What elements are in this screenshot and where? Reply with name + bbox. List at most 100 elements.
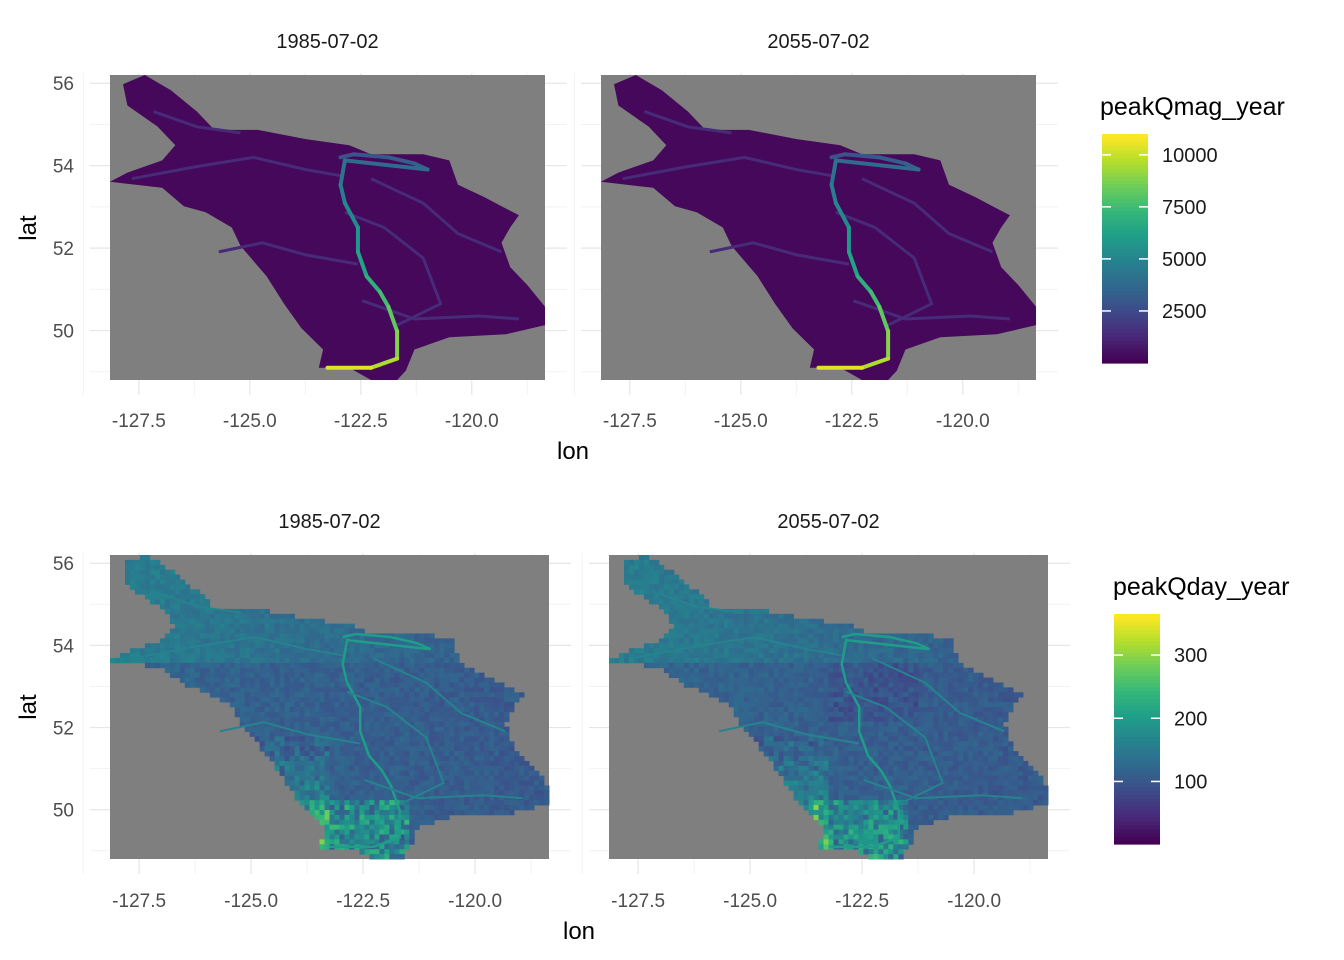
raster-cell <box>893 746 899 752</box>
raster-cell <box>718 692 725 698</box>
raster-cell <box>419 687 425 693</box>
raster-cell <box>968 805 974 811</box>
raster-cell <box>319 711 325 718</box>
raster-cell <box>149 657 156 664</box>
raster-cell <box>798 736 804 742</box>
raster-cell <box>284 756 290 762</box>
raster-cell <box>673 672 680 678</box>
raster-cell <box>858 667 864 674</box>
raster-cell <box>339 677 345 683</box>
raster-cell <box>479 697 485 703</box>
raster-cell <box>514 760 520 767</box>
raster-cell <box>494 702 500 708</box>
raster-cell <box>898 677 904 683</box>
raster-cell <box>224 613 231 620</box>
raster-cell <box>259 613 266 620</box>
raster-cell <box>399 692 405 698</box>
raster-cell <box>369 770 375 777</box>
raster-cell <box>244 618 251 625</box>
raster-cell <box>1023 775 1029 781</box>
raster-cell <box>688 667 695 674</box>
raster-cell <box>314 623 320 629</box>
raster-cell <box>149 559 156 566</box>
raster-cell <box>808 657 814 664</box>
raster-cell <box>124 569 131 576</box>
raster-cell <box>828 687 834 693</box>
raster-cell <box>319 643 325 649</box>
raster-cell <box>928 711 934 718</box>
raster-cell <box>364 638 370 644</box>
raster-cell <box>768 702 775 708</box>
raster-cell <box>803 760 809 767</box>
raster-cell <box>439 702 445 708</box>
raster-cell <box>154 574 161 580</box>
raster-cell <box>384 834 390 840</box>
raster-cell <box>698 623 705 629</box>
raster-cell <box>209 613 216 620</box>
raster-cell <box>384 819 390 826</box>
raster-cell <box>813 765 819 772</box>
raster-cell <box>938 809 944 816</box>
raster-cell <box>304 756 310 762</box>
raster-cell <box>259 707 266 713</box>
raster-cell <box>289 672 295 678</box>
raster-cell <box>169 667 176 674</box>
raster-cell <box>324 687 330 693</box>
raster-cell <box>988 741 994 747</box>
raster-cell <box>194 657 201 664</box>
raster-cell <box>858 741 864 747</box>
raster-cell <box>264 628 271 634</box>
raster-cell <box>224 657 231 664</box>
raster-cell <box>733 628 740 634</box>
raster-cell <box>369 854 375 860</box>
raster-cell <box>923 653 929 659</box>
raster-cell <box>688 604 695 610</box>
raster-cell <box>793 721 799 728</box>
raster-cell <box>848 707 854 713</box>
raster-cell <box>404 790 410 796</box>
raster-cell <box>409 770 415 777</box>
raster-cell <box>219 672 226 678</box>
raster-cell <box>179 638 186 644</box>
raster-cell <box>359 751 365 757</box>
raster-cell <box>993 736 999 742</box>
raster-cell <box>788 623 794 629</box>
raster-cell <box>379 765 385 772</box>
raster-cell <box>978 697 984 703</box>
raster-cell <box>813 795 819 801</box>
raster-cell <box>249 687 256 693</box>
raster-cell <box>873 662 879 669</box>
raster-cell <box>948 716 954 723</box>
raster-cell <box>698 657 705 664</box>
raster-cell <box>239 672 246 678</box>
raster-cell <box>414 731 420 737</box>
raster-cell <box>464 780 470 786</box>
raster-cell <box>419 805 425 811</box>
raster-cell <box>868 697 874 703</box>
raster-cell <box>174 638 181 644</box>
raster-cell <box>853 790 859 796</box>
raster-cell <box>234 613 241 620</box>
raster-cell <box>868 687 874 693</box>
raster-cell <box>818 657 824 664</box>
raster-cell <box>848 662 854 669</box>
raster-cell <box>663 604 670 610</box>
raster-cell <box>434 702 440 708</box>
raster-cell <box>439 736 445 742</box>
raster-cell <box>763 667 770 674</box>
raster-cell <box>728 682 735 688</box>
raster-cell <box>374 849 380 855</box>
raster-cell <box>1023 780 1029 786</box>
raster-cell <box>928 760 934 767</box>
raster-cell <box>848 814 854 821</box>
raster-cell <box>484 765 490 772</box>
raster-cell <box>988 736 994 742</box>
raster-cell <box>1008 770 1014 777</box>
raster-cell <box>354 677 360 683</box>
raster-cell <box>334 657 340 664</box>
raster-cell <box>424 653 430 659</box>
raster-cell <box>758 638 765 644</box>
main-river-segment <box>833 201 851 230</box>
raster-cell <box>409 697 415 703</box>
raster-cell <box>454 711 460 718</box>
